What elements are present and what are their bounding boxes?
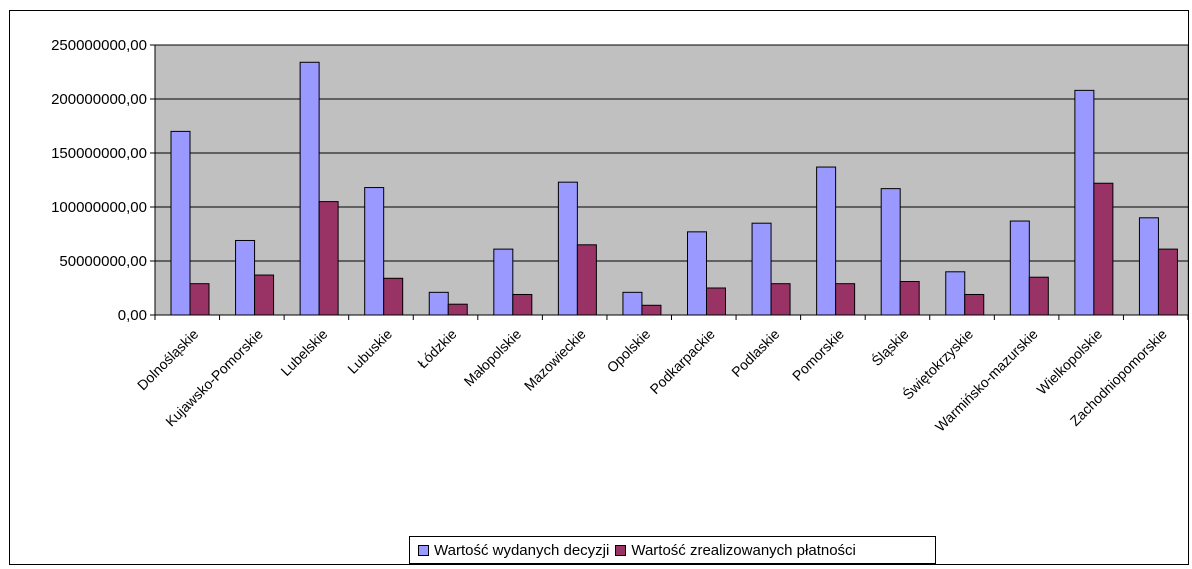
legend-item-decisions: Wartość wydanych decyzji [418,542,609,559]
x-tick-label: Małopolskie [461,326,525,390]
bar-decisions [364,187,385,316]
x-tick-label: Podkarpackie [647,326,718,397]
bar-payments [899,281,920,316]
bar-payments [770,283,791,316]
y-tick-label: 200000000,00 [51,91,147,108]
x-tick-label: Śląskie [868,325,912,369]
bar-decisions [170,130,191,316]
y-tick-label: 100000000,00 [51,199,147,216]
y-tick-label: 150000000,00 [51,145,147,162]
chart-frame: 0,00 50000000,00 100000000,00 150000000,00 2… [9,10,1189,565]
bar-payments [835,283,856,316]
bar-payments [512,293,533,316]
x-tick-label: Opolskie [604,326,654,376]
bar-decisions [299,61,320,316]
legend-label-decisions: Wartość wydanych decyzji [434,541,610,559]
bar-payments [576,244,597,316]
bar-decisions [880,188,901,316]
x-tick-label: Pomorskie [789,326,847,384]
bar-decisions [751,222,772,316]
bar-decisions [622,291,643,316]
legend-item-payments: Wartość zrealizowanych płatności [615,542,856,559]
bar-decisions [428,291,449,316]
bar-decisions [557,181,578,316]
x-tick-label: Łódzkie [414,326,460,372]
bar-payments [1157,248,1178,316]
x-tick-label: Dolnośląskie [134,326,202,394]
bar-chart: 0,00 50000000,00 100000000,00 150000000,00 2… [51,37,1189,435]
x-tick-label: Podlaskie [728,326,782,380]
legend-swatch-decisions [418,544,429,556]
bar-payments [641,304,662,316]
bar-payments [1093,182,1114,316]
bar-payments [383,277,404,316]
y-tick-label: 0,00 [118,307,147,324]
x-tick-label: Mazowieckie [521,326,589,394]
bar-decisions [235,239,256,316]
bar-payments [318,201,339,316]
bar-decisions [1138,217,1159,316]
x-tick-label: Lubelskie [277,326,330,379]
bar-decisions [493,248,514,316]
y-tick-label: 50000000,00 [59,253,147,270]
bar-payments [964,293,985,316]
legend: Wartość wydanych decyzji Wartość zrealiz… [409,536,936,564]
bar-decisions [816,166,837,316]
bar-decisions [945,271,966,316]
bar-decisions [1074,89,1095,316]
y-tick-label: 250000000,00 [51,37,147,54]
x-tick-label: Lubuskie [344,326,395,377]
bar-decisions [687,231,707,316]
bar-payments [447,303,468,316]
legend-label-payments: Wartość zrealizowanych płatności [631,541,856,559]
x-tick-label: Wielkopolskie [1033,326,1105,398]
bar-payments [1028,276,1049,316]
legend-swatch-payments [615,544,627,556]
bar-payments [254,274,275,316]
bar-payments [189,283,210,316]
bar-decisions [1009,220,1030,316]
bar-payments [706,287,726,316]
